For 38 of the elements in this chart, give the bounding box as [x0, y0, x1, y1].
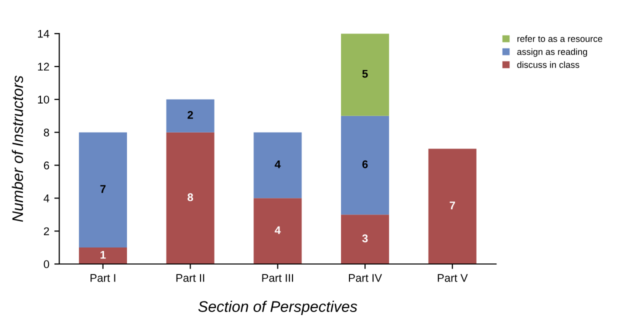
bar: [341, 116, 390, 215]
data-label: 6: [362, 160, 368, 168]
y-tick-label: 0: [44, 260, 50, 268]
x-tick-label: Part I: [90, 274, 116, 282]
bar: [341, 34, 390, 116]
y-tick-label: 12: [38, 62, 49, 71]
data-label: 4: [274, 160, 281, 168]
legend-label: discuss in class: [517, 61, 580, 68]
y-tick-label: 14: [38, 30, 50, 38]
y-tick-label: 4: [44, 194, 50, 202]
legend-label: refer to as a resource: [517, 35, 602, 42]
bar: [166, 99, 214, 132]
bar: [166, 132, 214, 264]
bar: [254, 132, 302, 198]
bar: [78, 132, 127, 248]
legend-label: assign as reading: [517, 48, 588, 57]
data-label: 1: [100, 251, 106, 259]
x-tick-label: Part III: [262, 274, 294, 282]
bar: [254, 198, 302, 264]
data-label: 3: [362, 234, 368, 242]
y-axis-title: Number of Instructors: [12, 76, 24, 222]
data-label: 7: [100, 185, 106, 193]
bar: [341, 214, 390, 264]
y-tick-label: 8: [44, 128, 50, 136]
x-tick-label: Part II: [176, 274, 204, 282]
x-tick-label: Part IV: [348, 274, 382, 282]
bar: [428, 148, 476, 264]
y-tick-label: 2: [44, 227, 49, 236]
x-tick-label: Part V: [438, 274, 468, 282]
x-axis-title: Section of Perspectives: [198, 300, 358, 315]
y-tick-label: 6: [44, 162, 50, 170]
y-tick-label: 10: [38, 96, 50, 104]
data-label: 7: [450, 202, 455, 210]
data-label: 8: [188, 193, 194, 202]
data-label: 2: [188, 111, 193, 119]
bar: [78, 248, 127, 264]
data-label: 5: [362, 70, 368, 78]
data-label: 4: [274, 226, 281, 234]
